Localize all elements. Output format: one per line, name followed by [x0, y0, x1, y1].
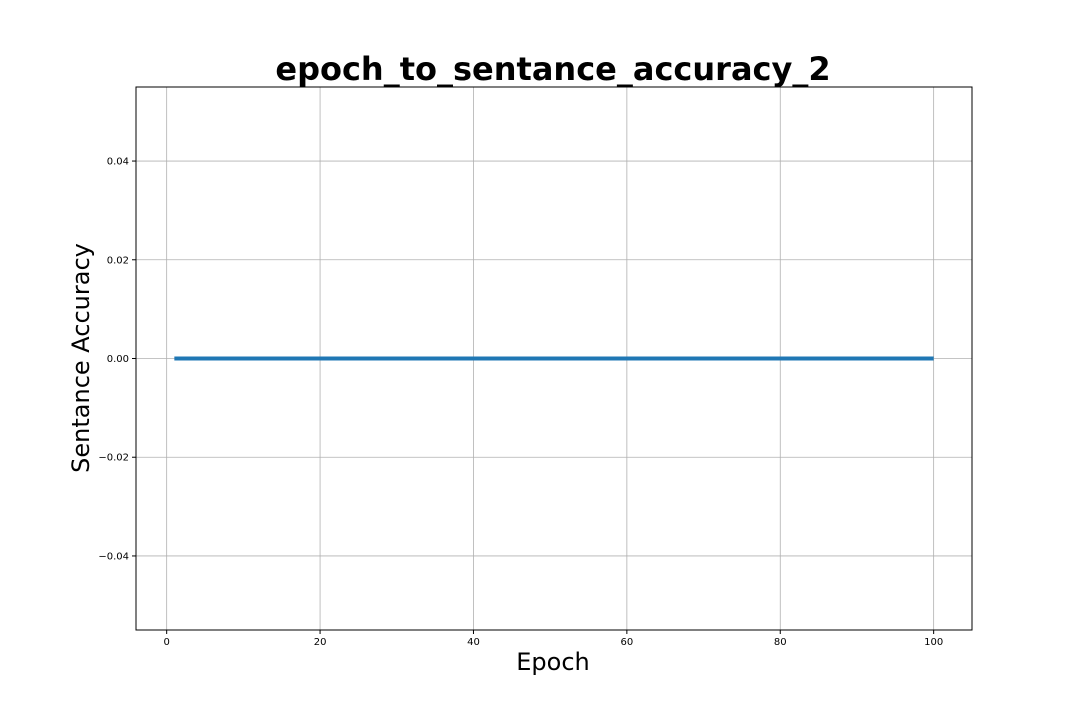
y-tick-label: 0.00 [107, 354, 129, 365]
chart-title: epoch_to_sentance_accuracy_2 [275, 50, 830, 88]
x-tick-label: 100 [924, 637, 943, 648]
x-tick-label: 20 [314, 637, 327, 648]
x-axis-label: Epoch [516, 648, 590, 676]
x-tick-label: 40 [467, 637, 480, 648]
y-tick-label: 0.04 [107, 157, 129, 168]
y-tick-label: −0.02 [98, 453, 129, 464]
y-tick-label: −0.04 [98, 551, 129, 562]
tick-layer: 0 20 40 60 80 100 −0.04 −0.02 0.00 0.02 0.04 [98, 157, 943, 648]
x-tick-label: 0 [163, 637, 169, 648]
x-tick-label: 80 [774, 637, 787, 648]
y-tick-label: 0.02 [107, 255, 129, 266]
y-axis-label: Sentance Accuracy [67, 243, 95, 473]
x-tick-label: 60 [620, 637, 633, 648]
